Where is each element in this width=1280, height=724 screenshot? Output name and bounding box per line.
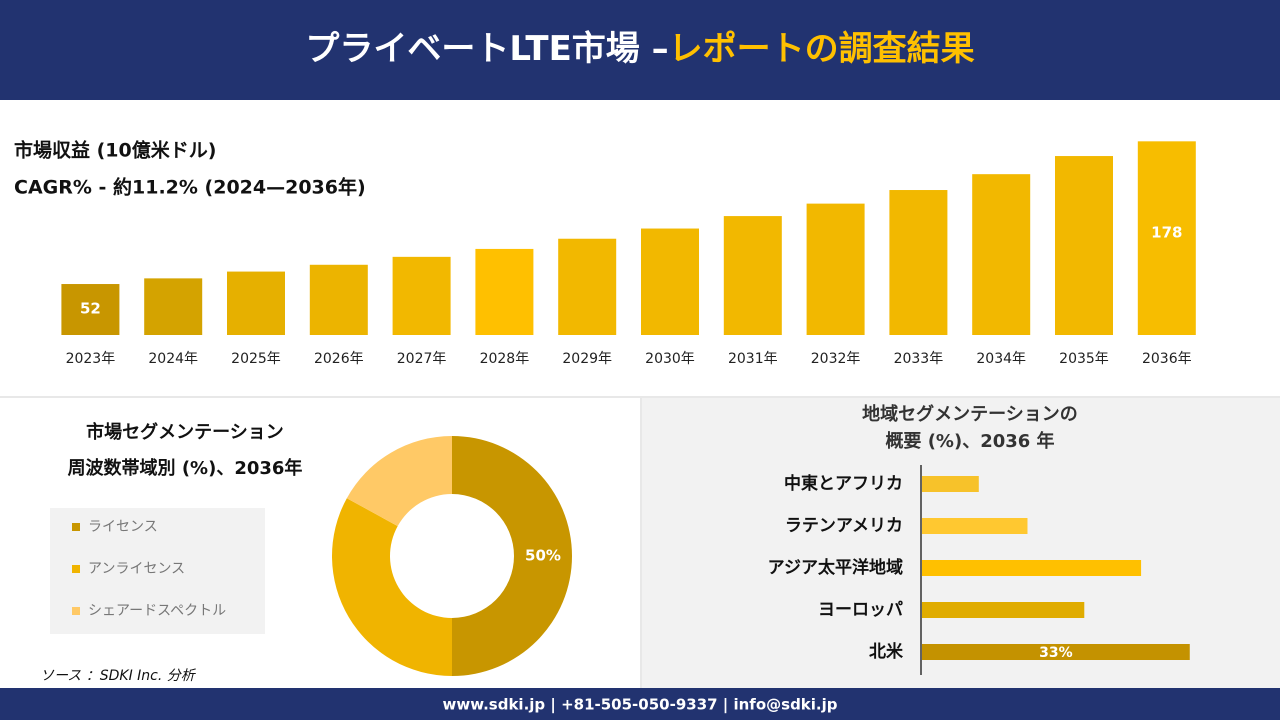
y-tick-label: 中東とアフリカ [784,473,903,494]
bar-title: 市場収益 (10億米ドル) [14,139,216,162]
data-label: 52 [80,300,101,318]
legend-label: アンライセンス [88,561,185,577]
x-tick-label: 2027年 [397,351,447,367]
y-tick-label: 北米 [869,641,904,662]
legend-label: ライセンス [88,519,158,535]
right-panel [642,398,1280,688]
donut-subtitle: 周波数帯域別 (%)、2036年 [68,457,303,479]
bar [922,560,1142,576]
bar [558,238,617,335]
bar [227,271,285,335]
y-tick-label: アジア太平洋地域 [768,557,903,578]
legend-label: シェアードスペクトル [88,603,226,619]
legend-swatch [72,565,80,573]
bar [922,518,1028,534]
source: ソース ：SDKI Inc. 分析 [40,668,197,684]
x-tick-label: 2036年 [1142,351,1192,367]
bar [475,248,534,335]
bar [641,228,699,335]
donut-segment [332,498,452,676]
header-title-main: プライベートLTE市場 – [305,29,668,69]
hbar-title: 地域セグメンテーションの [862,403,1078,425]
x-tick-label: 2030年 [645,351,695,367]
header-bg [0,0,1280,100]
bar [922,476,979,492]
x-tick-label: 2032年 [811,351,861,367]
x-tick-label: 2028年 [480,351,530,367]
x-tick-label: 2034年 [976,351,1026,367]
y-tick-label: ヨーロッパ [818,600,903,620]
bar [1055,156,1113,335]
footer-bg [0,688,1280,720]
bar-subtitle: CAGR% - 約11.2% (2024—2036年) [14,176,366,199]
x-tick-label: 2024年 [148,351,198,367]
donut-title: 市場セグメンテーション [86,421,284,443]
y-tick-label: ラテンアメリカ [785,516,903,536]
bar [723,216,782,335]
donut-segment [452,436,572,676]
header-title-highlight: レポートの調査結果 [669,29,975,69]
bar [309,264,368,335]
x-tick-label: 2023年 [66,351,116,367]
data-label: 50% [525,547,561,565]
legend-swatch [72,607,80,615]
x-tick-label: 2029年 [562,351,612,367]
data-label: 33% [1039,645,1073,661]
data-label: 178 [1151,224,1182,242]
x-tick-label: 2025年 [231,351,281,367]
hbar-subtitle: 概要 (%)、2036 年 [885,430,1054,452]
bar [806,203,865,335]
bar [1137,141,1196,335]
legend-box [50,508,265,634]
x-tick-label: 2033年 [894,351,944,367]
bar [922,644,1190,660]
bar [392,256,451,335]
bar [144,278,203,335]
footer-contact: www.sdki.jp | +81-505-050-9337 | info@sd… [442,696,837,715]
x-tick-label: 2026年 [314,351,364,367]
bar [922,602,1085,618]
donut-segment [346,436,452,527]
bar [972,174,1031,335]
bar [61,284,120,335]
x-tick-label: 2035年 [1059,351,1109,367]
bar [889,190,948,335]
header-title: プライベートLTE市場 –レポートの調査結果 [305,29,974,69]
legend-swatch [72,523,80,531]
x-tick-label: 2031年 [728,351,778,367]
